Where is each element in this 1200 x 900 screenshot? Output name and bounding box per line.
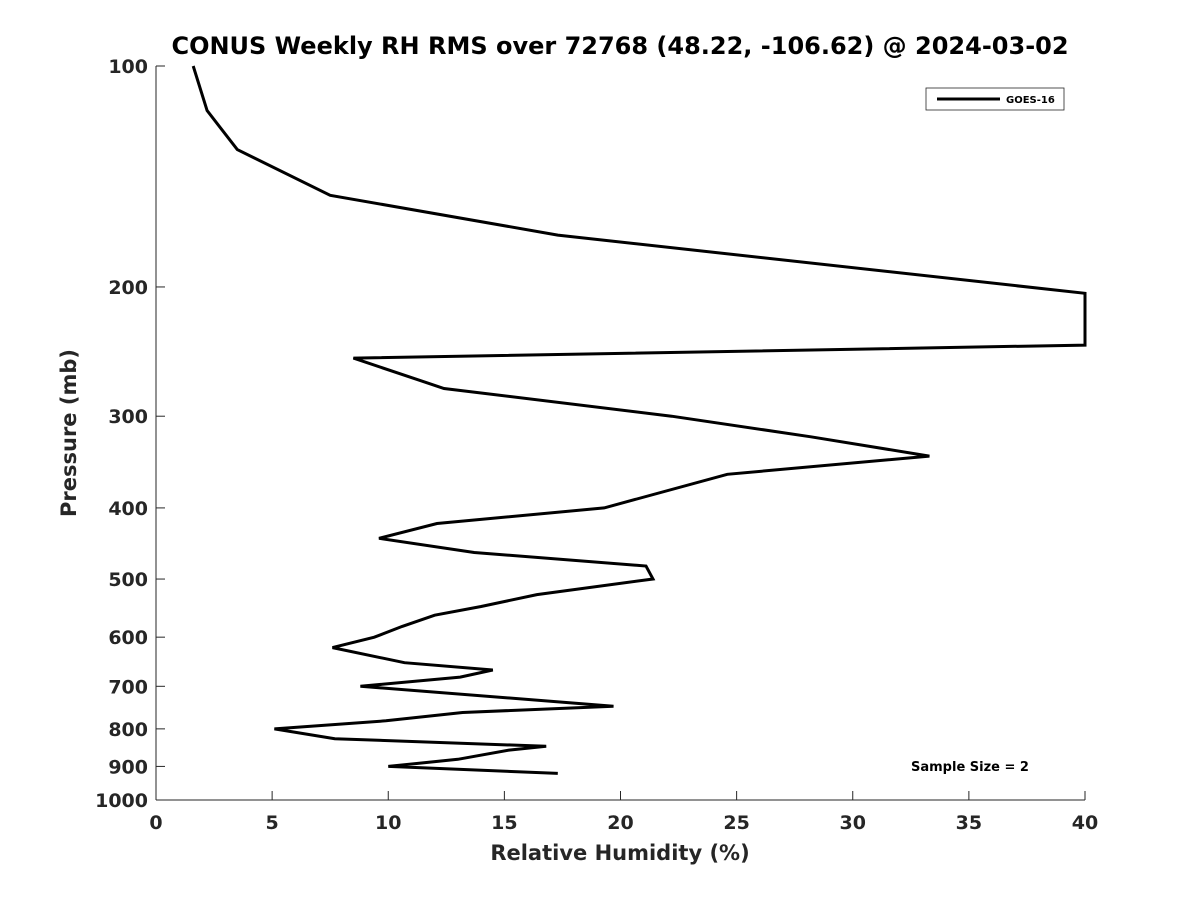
legend: GOES-16 [925, 87, 1065, 111]
x-ticks: 0 5 10 15 20 25 30 35 40 [149, 791, 1098, 834]
y-tick-label: 800 [108, 719, 148, 741]
y-tick-label: 300 [108, 406, 148, 428]
y-tick-label: 600 [108, 627, 148, 649]
x-tick-label: 30 [840, 812, 866, 834]
plot-area: 0 5 10 15 20 25 30 35 40 100 200 300 400 500 600 700 80… [95, 56, 1098, 834]
x-tick-label: 0 [149, 812, 162, 834]
y-tick-label: 900 [108, 756, 148, 778]
x-tick-label: 35 [956, 812, 982, 834]
y-tick-label: 100 [108, 56, 148, 78]
y-ticks: 100 200 300 400 500 600 700 800 900 1000 [95, 56, 165, 812]
x-tick-label: 10 [375, 812, 401, 834]
legend-label-goes16: GOES-16 [1006, 95, 1055, 106]
sample-size-note: Sample Size = 2 [911, 760, 1029, 775]
x-tick-label: 15 [491, 812, 517, 834]
chart-title: CONUS Weekly RH RMS over 72768 (48.22, -… [171, 32, 1068, 60]
y-tick-label: 700 [108, 676, 148, 698]
x-tick-label: 25 [723, 812, 749, 834]
series-line-goes-16 [191, 65, 1087, 775]
x-tick-label: 20 [607, 812, 633, 834]
x-tick-label: 5 [266, 812, 279, 834]
y-tick-label: 200 [108, 277, 148, 299]
y-tick-label: 400 [108, 498, 148, 520]
x-axis-label: Relative Humidity (%) [490, 841, 749, 865]
y-tick-label: 1000 [95, 790, 148, 812]
plot-frame [156, 66, 1085, 800]
x-tick-label: 40 [1072, 812, 1098, 834]
y-axis-label: Pressure (mb) [57, 349, 81, 517]
series-layer [191, 65, 1087, 775]
y-tick-label: 500 [108, 569, 148, 591]
